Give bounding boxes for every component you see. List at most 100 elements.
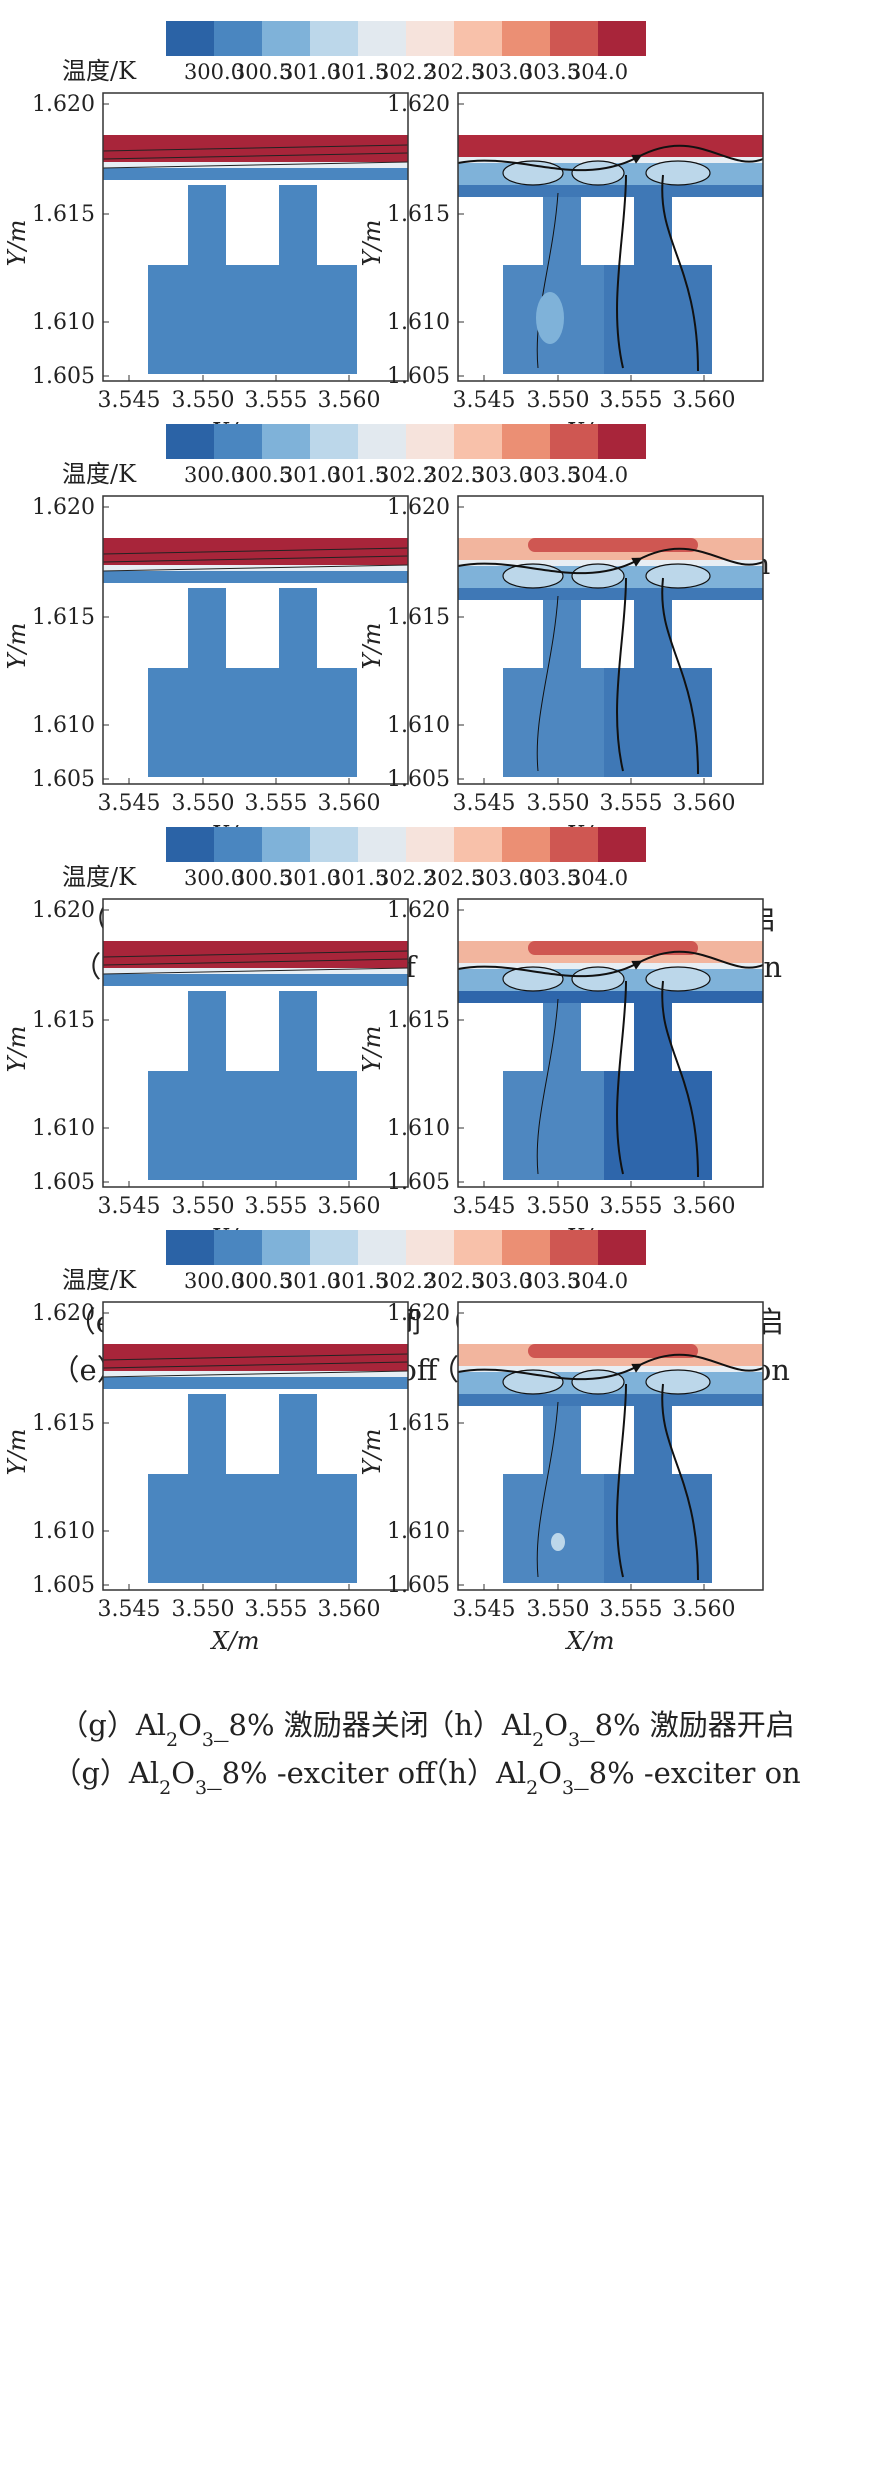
y-tick-label: 1.615	[32, 605, 95, 630]
warm-pocket	[551, 1533, 565, 1551]
y-tick-label: 1.605	[32, 364, 95, 389]
vortex-cell	[645, 1369, 711, 1395]
colorbar-swatch	[406, 827, 454, 862]
y-tick-label: 1.610	[32, 1519, 95, 1544]
colorbar-label: 302.5	[424, 60, 484, 84]
mixing-band	[458, 157, 763, 163]
streamlines	[457, 144, 764, 372]
x-tick-label: 3.555	[600, 1194, 663, 1219]
caption-en: （h）Al2O3_8% -exciter on	[419, 1756, 800, 1799]
x-tick-label: 3.560	[318, 1194, 381, 1219]
colorbar-label: 300.0	[184, 1269, 244, 1293]
colorbar-label: 302.2	[376, 463, 436, 487]
colorbar-swatch	[358, 21, 406, 56]
streamline	[102, 144, 409, 152]
colorbar: 温度/K 300.0300.5301.0301.5302.2302.5303.03…	[62, 424, 646, 488]
colorbar: 温度/K 300.0300.5301.0301.5302.2302.5303.03…	[62, 827, 646, 891]
colorbar-label: 304.0	[568, 1269, 628, 1293]
warm-pocket	[536, 292, 564, 344]
streamline	[102, 161, 409, 169]
streamline	[616, 577, 627, 772]
channel-deep	[458, 1394, 763, 1406]
colorbar-swatch	[550, 827, 598, 862]
x-tick-label: 3.555	[600, 1597, 663, 1622]
x-axis-label: X/m	[565, 1627, 615, 1655]
colorbar-swatch	[598, 1230, 646, 1265]
y-tick-label: 1.610	[32, 713, 95, 738]
exciter-stem	[279, 1394, 317, 1475]
colorbar-swatch	[310, 21, 358, 56]
x-tick-label: 3.555	[245, 388, 308, 413]
colorbar-swatch	[262, 424, 310, 459]
y-tick-label: 1.620	[387, 1301, 450, 1326]
x-tick-label: 3.550	[172, 1194, 235, 1219]
streamline	[457, 950, 764, 978]
y-tick-label: 1.620	[32, 898, 95, 923]
colorbar-swatch	[166, 21, 214, 56]
colorbar-label: 303.5	[520, 1269, 580, 1293]
y-tick-label: 1.605	[32, 1573, 95, 1598]
streamline	[102, 950, 409, 958]
exciter-stem	[543, 197, 581, 266]
hot-core	[528, 941, 698, 955]
colorbar-label: 302.2	[376, 866, 436, 890]
exciter-stem	[279, 991, 317, 1072]
exciter-stem	[543, 1003, 581, 1072]
streamline	[661, 577, 699, 775]
x-tick-label: 3.545	[453, 388, 516, 413]
streamline	[661, 1383, 699, 1581]
y-tick-label: 1.620	[32, 92, 95, 117]
colorbar-swatch	[310, 424, 358, 459]
colorbar-label: 302.5	[424, 866, 484, 890]
x-tick-label: 3.555	[245, 1194, 308, 1219]
streamline	[616, 174, 627, 369]
exciter-stem	[188, 1394, 226, 1475]
colorbar-title: 温度/K	[62, 460, 137, 488]
colorbar-swatch	[214, 1230, 262, 1265]
vortex-cell	[645, 160, 711, 186]
colorbar-label: 301.0	[280, 463, 340, 487]
vortex-cell	[571, 563, 625, 589]
colorbar-label: 303.5	[520, 463, 580, 487]
colorbar-swatch	[598, 827, 646, 862]
streamline	[536, 595, 559, 772]
colorbar-label: 303.5	[520, 60, 580, 84]
streamline	[102, 152, 409, 160]
colorbar-label: 302.2	[376, 1269, 436, 1293]
exciter-stem	[634, 1003, 672, 1072]
plot-frame	[457, 495, 764, 785]
colorbar-label: 300.5	[232, 60, 292, 84]
y-tick-label: 1.605	[387, 1573, 450, 1598]
x-tick-label: 3.550	[172, 388, 235, 413]
colorbar-label: 303.0	[472, 463, 532, 487]
x-tick-label: 3.555	[600, 791, 663, 816]
streamline	[457, 144, 764, 172]
plot-frame	[102, 92, 409, 382]
exciter-chamber	[249, 668, 357, 777]
colorbar-label: 303.5	[520, 866, 580, 890]
x-tick-label: 3.550	[527, 1597, 590, 1622]
x-tick-label: 3.550	[527, 388, 590, 413]
colorbar-label: 300.5	[232, 866, 292, 890]
colorbar-swatch	[214, 21, 262, 56]
y-tick-label: 1.615	[32, 202, 95, 227]
x-tick-label: 3.545	[453, 1194, 516, 1219]
colorbar-swatch	[406, 1230, 454, 1265]
colorbar-label: 301.5	[328, 866, 388, 890]
colorbar-swatch	[358, 827, 406, 862]
y-tick-label: 1.605	[32, 1170, 95, 1195]
y-tick-label: 1.605	[32, 767, 95, 792]
colorbar-swatch	[550, 21, 598, 56]
x-tick-label: 3.560	[318, 388, 381, 413]
channel-deep	[458, 588, 763, 600]
y-tick-label: 1.615	[387, 1411, 450, 1436]
x-tick-label: 3.545	[98, 388, 161, 413]
colorbar-swatch	[598, 21, 646, 56]
colorbar-swatch	[406, 21, 454, 56]
colorbar-label: 304.0	[568, 866, 628, 890]
colorbar-label: 301.5	[328, 463, 388, 487]
caption-cn: （g）Al2O3_8% 激励器关闭	[59, 1708, 429, 1751]
colorbar-swatch	[310, 827, 358, 862]
